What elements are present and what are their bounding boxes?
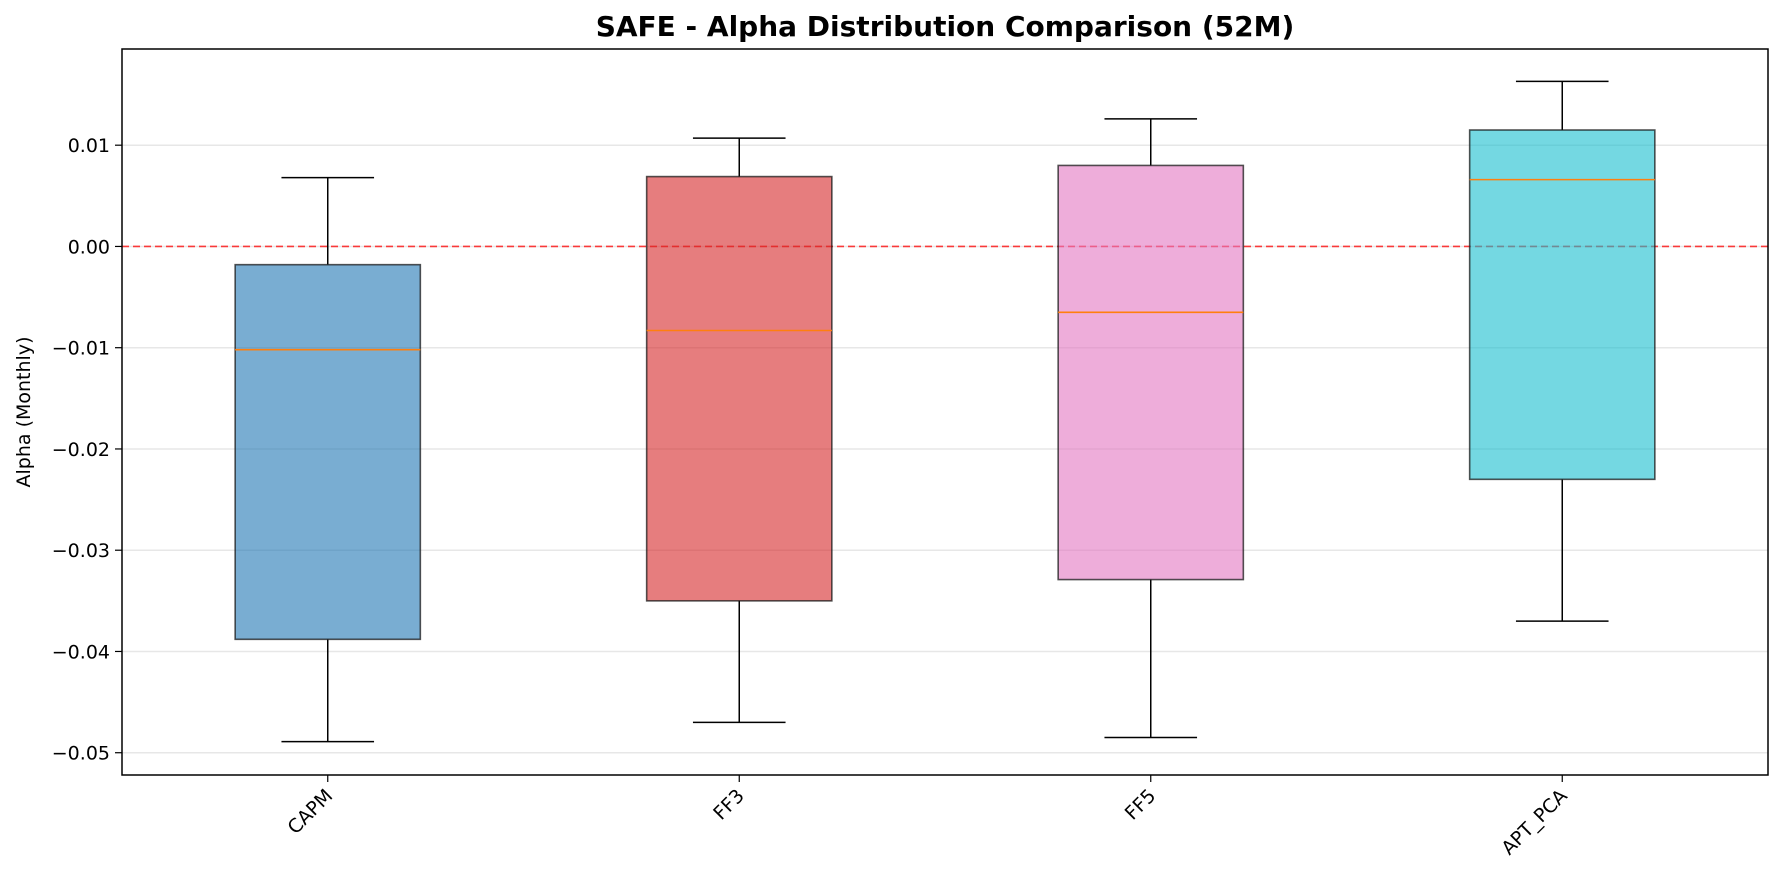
y-tick-label: −0.05	[52, 743, 110, 765]
y-axis-label: Alpha (Monthly)	[13, 337, 35, 488]
box-ff5	[1057, 118, 1245, 739]
box-iqr	[645, 175, 833, 602]
y-tick-label: −0.03	[52, 540, 110, 562]
box-capm	[234, 176, 422, 743]
box-iqr	[1057, 164, 1245, 581]
y-ticks: 0.01 0.00 −0.01 −0.02 −0.03 −0.04 −0.05	[52, 135, 122, 765]
y-tick-label: −0.04	[52, 641, 110, 663]
box-ff3	[645, 137, 833, 724]
y-tick-label: −0.02	[52, 439, 110, 461]
chart-title: SAFE - Alpha Distribution Comparison (52…	[596, 10, 1295, 43]
y-tick-label: 0.01	[68, 135, 110, 157]
box-apt-pca	[1468, 80, 1656, 622]
boxes-layer	[234, 80, 1656, 743]
box-iqr	[234, 263, 422, 641]
plot-frame	[121, 48, 1769, 776]
y-tick-label: −0.01	[52, 338, 110, 360]
box-iqr	[1468, 129, 1656, 481]
y-tick-label: 0.00	[68, 236, 110, 258]
